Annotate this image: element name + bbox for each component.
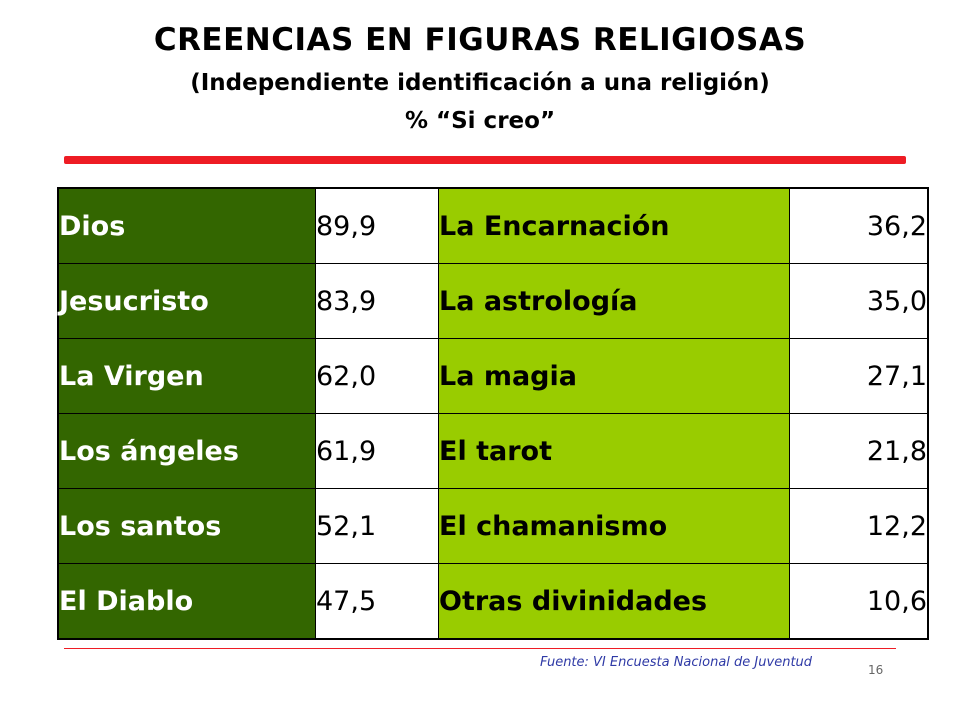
left-label-cell: Los santos bbox=[57, 488, 316, 564]
right-value-cell: 12,2 bbox=[789, 488, 929, 564]
table-row: Los santos 52,1 El chamanismo 12,2 bbox=[57, 488, 929, 564]
left-value-cell: 83,9 bbox=[315, 263, 439, 339]
left-label-cell: La Virgen bbox=[57, 338, 316, 414]
beliefs-table: Dios 89,9 La Encarnación 36,2 Jesucristo… bbox=[57, 187, 929, 640]
right-label-cell: Otras divinidades bbox=[438, 563, 790, 640]
table-row: Jesucristo 83,9 La astrología 35,0 bbox=[57, 263, 929, 339]
left-value-cell: 62,0 bbox=[315, 338, 439, 414]
left-label-cell: El Diablo bbox=[57, 563, 316, 640]
right-value-cell: 10,6 bbox=[789, 563, 929, 640]
table-row: El Diablo 47,5 Otras divinidades 10,6 bbox=[57, 563, 929, 640]
right-label-cell: La magia bbox=[438, 338, 790, 414]
right-label-cell: La astrología bbox=[438, 263, 790, 339]
right-value-cell: 21,8 bbox=[789, 413, 929, 489]
slide-unit-label: % “Si creo” bbox=[404, 108, 556, 134]
left-value-cell: 89,9 bbox=[315, 187, 439, 264]
right-value-cell: 36,2 bbox=[789, 187, 929, 264]
left-label-cell: Los ángeles bbox=[57, 413, 316, 489]
right-value-cell: 35,0 bbox=[789, 263, 929, 339]
table-row: La Virgen 62,0 La magia 27,1 bbox=[57, 338, 929, 414]
left-value-cell: 61,9 bbox=[315, 413, 439, 489]
right-label-cell: La Encarnación bbox=[438, 187, 790, 264]
right-value-cell: 27,1 bbox=[789, 338, 929, 414]
footer-divider bbox=[64, 648, 896, 649]
left-label-cell: Jesucristo bbox=[57, 263, 316, 339]
table-row: Dios 89,9 La Encarnación 36,2 bbox=[57, 187, 929, 264]
slide-subtitle: (Independiente identificación a una reli… bbox=[190, 70, 770, 96]
right-label-cell: El chamanismo bbox=[438, 488, 790, 564]
right-label-cell: El tarot bbox=[438, 413, 790, 489]
source-note: Fuente: VI Encuesta Nacional de Juventud bbox=[540, 655, 813, 670]
title-divider bbox=[64, 156, 906, 164]
left-value-cell: 52,1 bbox=[315, 488, 439, 564]
beliefs-table-body: Dios 89,9 La Encarnación 36,2 Jesucristo… bbox=[57, 187, 929, 640]
slide-title: CREENCIAS EN FIGURAS RELIGIOSAS bbox=[153, 22, 807, 58]
page-number: 16 bbox=[868, 663, 884, 677]
left-label-cell: Dios bbox=[57, 187, 316, 264]
table-row: Los ángeles 61,9 El tarot 21,8 bbox=[57, 413, 929, 489]
left-value-cell: 47,5 bbox=[315, 563, 439, 640]
